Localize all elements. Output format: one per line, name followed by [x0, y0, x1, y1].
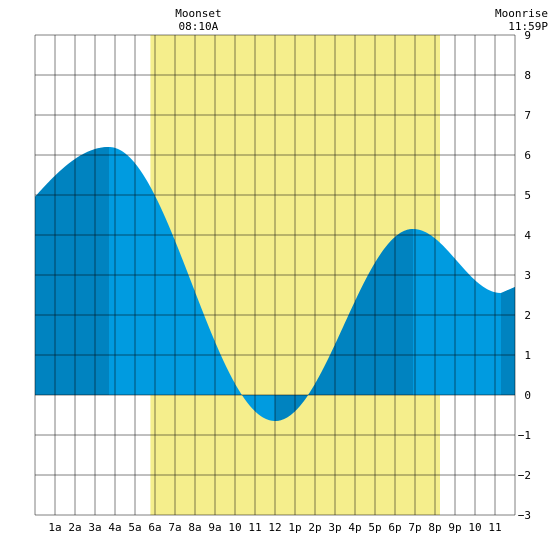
x-tick-label: 11	[248, 521, 261, 534]
x-tick-label: 11	[488, 521, 501, 534]
y-tick-label: 5	[524, 189, 531, 202]
moonrise-time: 11:59P	[508, 20, 548, 33]
x-tick-label: 9p	[448, 521, 461, 534]
x-tick-label: 6a	[148, 521, 161, 534]
x-axis: 1a 2a 3a 4a 5a 6a 7a 8a 9a 10 11 12 1p 2p 3p 4p 5p 6p 7p 8p…	[48, 521, 501, 534]
x-tick-label: 2a	[68, 521, 81, 534]
moonrise-label: Moonrise	[495, 7, 548, 20]
x-tick-label: 3a	[88, 521, 101, 534]
x-tick-label: 9a	[208, 521, 221, 534]
tide-area-dark-3	[501, 287, 515, 395]
moonset-label: Moonset	[175, 7, 221, 20]
y-tick-label: 6	[524, 149, 531, 162]
y-tick-label: −1	[518, 429, 531, 442]
x-tick-label: 1p	[288, 521, 301, 534]
moonset-time: 08:10A	[179, 20, 219, 33]
y-tick-label: 9	[524, 29, 531, 42]
x-tick-label: 5a	[128, 521, 141, 534]
grid	[34, 34, 516, 516]
x-tick-label: 10	[468, 521, 481, 534]
tide-area-dark-2	[275, 229, 413, 421]
x-tick-label: 3p	[328, 521, 341, 534]
tide-area-dark-1	[35, 147, 109, 395]
y-tick-label: 7	[524, 109, 531, 122]
x-tick-label: 6p	[388, 521, 401, 534]
y-tick-label: −2	[518, 469, 531, 482]
y-tick-label: 2	[524, 309, 531, 322]
x-tick-label: 4a	[108, 521, 121, 534]
x-tick-label: 10	[228, 521, 241, 534]
x-tick-label: 2p	[308, 521, 321, 534]
x-tick-label: 1a	[48, 521, 61, 534]
y-tick-label: 8	[524, 69, 531, 82]
y-tick-label: 1	[524, 349, 531, 362]
y-tick-label: 3	[524, 269, 531, 282]
y-tick-label: 4	[524, 229, 531, 242]
x-tick-label: 7a	[168, 521, 181, 534]
x-tick-label: 8p	[428, 521, 441, 534]
x-tick-label: 7p	[408, 521, 421, 534]
y-tick-label: −3	[518, 509, 531, 522]
y-axis: −3 −2 −1 0 1 2 3 4 5 6 7 8 9	[518, 29, 532, 522]
y-tick-label: 0	[524, 389, 531, 402]
x-tick-label: 12	[268, 521, 281, 534]
x-tick-label: 4p	[348, 521, 361, 534]
x-tick-label: 5p	[368, 521, 381, 534]
x-tick-label: 8a	[188, 521, 201, 534]
